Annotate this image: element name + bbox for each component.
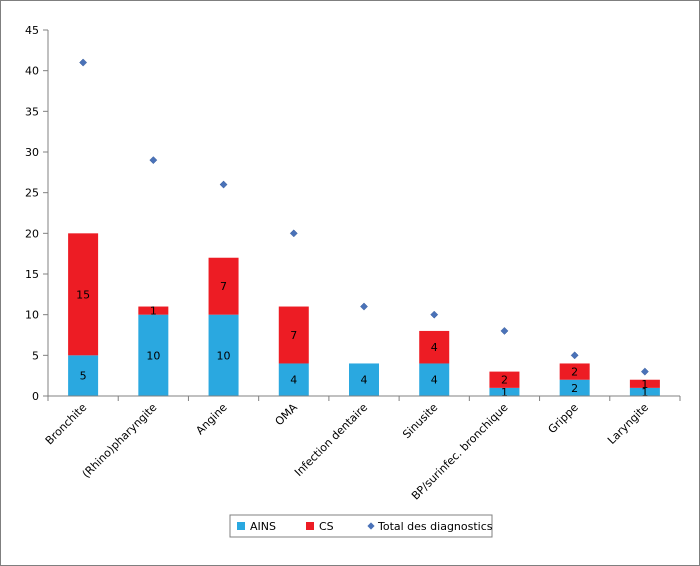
bar-ains: [278, 363, 309, 396]
bar-ains: [138, 314, 169, 396]
total-marker: [500, 326, 509, 335]
x-category-label: Angine: [193, 401, 229, 437]
data-label: 7: [290, 329, 297, 342]
y-tick-label: 30: [25, 146, 39, 159]
bar-cs: [138, 306, 169, 315]
legend-label: CS: [319, 520, 334, 533]
legend: AINS CS Total des diagnostics: [229, 514, 493, 538]
y-tick-label: 45: [25, 24, 39, 37]
total-marker: [360, 302, 368, 311]
data-label: 2: [501, 374, 508, 387]
y-tick-label: 0: [32, 390, 39, 403]
data-label: 4: [431, 374, 438, 387]
bar-cs: [489, 371, 520, 388]
bar-ains: [629, 387, 660, 396]
total-marker: [79, 58, 88, 67]
legend-swatch-cs: [306, 522, 314, 530]
bar-ains: [559, 379, 590, 396]
data-label: 10: [217, 349, 231, 362]
data-label: 5: [80, 370, 87, 383]
bar-ains: [419, 363, 450, 396]
bar-cs: [629, 379, 660, 388]
data-label: 4: [361, 374, 368, 387]
bar-cs: [68, 233, 99, 356]
bar-cs: [419, 330, 450, 364]
bar-ains: [68, 355, 99, 396]
legend-label: AINS: [250, 520, 276, 533]
bar-ains: [208, 314, 239, 396]
data-label: 1: [501, 386, 508, 399]
y-tick-label: 20: [25, 227, 39, 240]
bar-cs: [208, 257, 239, 315]
data-label: 1: [150, 305, 157, 318]
legend-label: Total des diagnostics: [377, 520, 493, 533]
x-category-label: Bronchite: [43, 401, 90, 448]
bar-cs: [278, 306, 309, 364]
legend-swatch-marker: [367, 522, 375, 530]
data-label: 4: [290, 374, 297, 387]
total-marker: [430, 310, 439, 319]
y-tick-label: 10: [25, 309, 39, 322]
x-category-label: (Rhino)pharyngite: [80, 401, 160, 481]
x-category-label: Grippe: [546, 401, 581, 436]
y-tick-label: 15: [25, 268, 39, 281]
y-tick-label: 25: [25, 187, 39, 200]
x-category-label: Sinusite: [400, 401, 440, 441]
total-marker: [289, 229, 298, 238]
y-tick-label: 35: [25, 105, 39, 118]
y-tick-label: 40: [25, 65, 39, 78]
bar-cs: [559, 363, 590, 380]
total-markers: [79, 58, 649, 376]
data-label: 1: [641, 386, 648, 399]
data-label: 2: [571, 366, 578, 379]
data-label: 2: [571, 382, 578, 395]
x-category-label: Laryngite: [605, 401, 651, 447]
data-label: 15: [76, 288, 90, 301]
bar-ains: [349, 363, 379, 396]
total-marker: [219, 180, 228, 189]
x-axis: Bronchite(Rhino)pharyngite Angine OMAInfec…: [43, 395, 681, 502]
y-tick-label: 5: [32, 349, 39, 362]
y-axis: 0 5 10 15 20 25 30 35 40 45: [25, 24, 49, 403]
total-marker: [149, 156, 158, 165]
legend-swatch-ains: [237, 522, 245, 530]
data-label: 10: [146, 349, 160, 362]
x-category-label: OMA: [273, 401, 301, 429]
total-marker: [570, 351, 579, 360]
data-label: 7: [220, 280, 227, 293]
x-category-label: Infection dentaire: [292, 401, 370, 479]
total-marker: [640, 367, 649, 376]
legend-box: [229, 514, 493, 538]
data-label: 1: [641, 378, 648, 391]
bar-ains: [489, 387, 520, 396]
data-label: 4: [431, 341, 438, 354]
